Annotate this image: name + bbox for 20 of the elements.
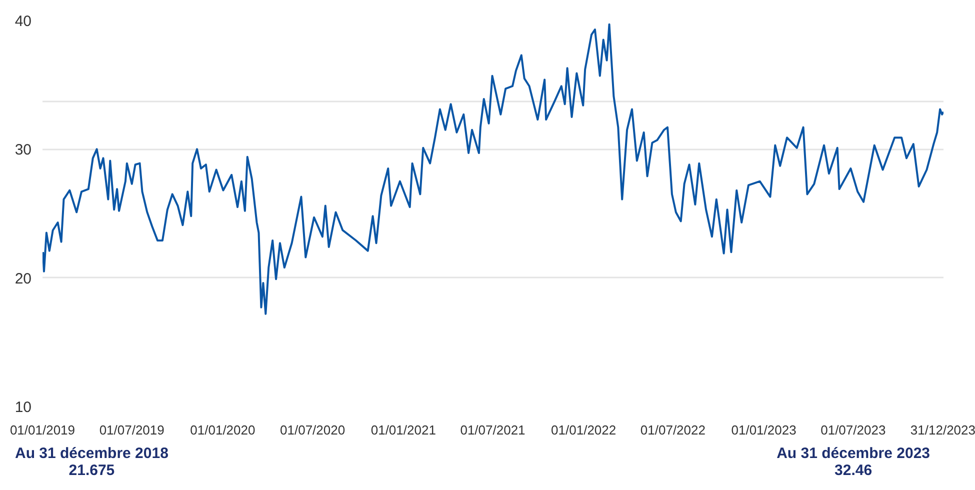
x-tick-label: 01/01/2021 (370, 422, 436, 438)
x-tick-label: 01/07/2020 (280, 422, 346, 438)
x-tick-label: 01/01/2022 (551, 422, 616, 438)
x-tick-label: 01/01/2020 (190, 422, 256, 438)
x-tick-label: 01/07/2022 (640, 422, 706, 438)
x-tick-label: 01/07/2019 (99, 422, 164, 438)
y-tick-label: 20 (14, 270, 32, 288)
y-tick-label: 10 (14, 399, 32, 416)
text: Au 31 décembre 2023 (776, 445, 930, 462)
x-tick-label: 01/07/2023 (820, 422, 886, 438)
x-tick-label: 01/07/2021 (460, 422, 526, 438)
x-tick-label: 01/01/2023 (731, 422, 796, 438)
text: 21.675 (68, 462, 115, 479)
line-series (42, 23, 944, 315)
text: Au 31 décembre 2018 (15, 445, 168, 462)
x-tick-label: 31/12/2023 (910, 422, 975, 438)
y-tick-label: 30 (14, 142, 32, 159)
x-tick-label: 01/01/2019 (10, 422, 76, 438)
text: 32.46 (834, 462, 872, 479)
y-tick-label: 40 (14, 13, 32, 30)
